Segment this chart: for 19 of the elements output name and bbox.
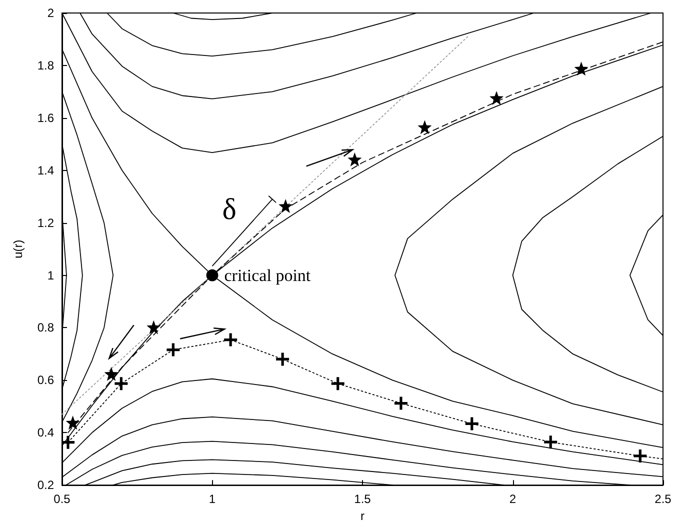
y-tick-label: 2 bbox=[47, 6, 54, 20]
y-tick-label: 1 bbox=[47, 268, 54, 282]
y-tick-label: 0.8 bbox=[37, 320, 54, 335]
y-tick-label: 0.2 bbox=[37, 478, 54, 492]
x-axis-title: r bbox=[360, 509, 364, 523]
y-axis-title: u(r) bbox=[11, 240, 25, 258]
y-tick-label: 0.6 bbox=[37, 373, 54, 388]
annotation: δ bbox=[222, 193, 236, 226]
y-tick-label: 1.8 bbox=[37, 58, 54, 72]
x-tick-label: 2.5 bbox=[654, 492, 672, 506]
y-tick-label: 1.4 bbox=[37, 163, 54, 178]
x-tick-label: 1.5 bbox=[354, 492, 372, 506]
y-tick-label: 1.6 bbox=[37, 110, 54, 125]
y-tick-label: 0.4 bbox=[37, 426, 54, 440]
x-tick-label: 2 bbox=[509, 492, 516, 506]
x-tick-label: 0.5 bbox=[54, 492, 71, 506]
annotation: critical point bbox=[224, 266, 311, 285]
x-tick-label: 1 bbox=[208, 492, 216, 506]
y-tick-label: 1.2 bbox=[37, 216, 54, 230]
